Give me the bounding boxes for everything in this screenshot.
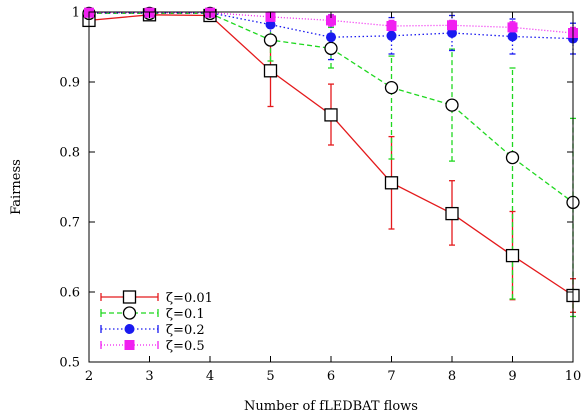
y-tick-label: 0.5 (59, 356, 80, 371)
data-point (445, 98, 459, 112)
x-tick-label: 8 (448, 369, 456, 384)
legend-label: ζ=0.2 (166, 323, 205, 338)
y-axis-label: Fairness (9, 159, 24, 215)
x-tick-label: 5 (266, 369, 274, 384)
x-tick-label: 7 (387, 369, 395, 384)
data-point (324, 41, 338, 56)
legend: ζ=0.01ζ=0.1ζ=0.2ζ=0.5 (100, 290, 213, 354)
data-point (265, 19, 276, 30)
y-tick-label: 0.7 (59, 216, 80, 231)
legend-marker (122, 306, 137, 320)
x-tick-label: 4 (206, 369, 214, 384)
legend-marker (122, 290, 137, 304)
y-tick-label: 1 (72, 6, 80, 21)
x-tick-label: 6 (327, 369, 335, 384)
y-tick-label: 0.9 (59, 76, 80, 91)
legend-marker (124, 324, 135, 334)
data-point (507, 22, 518, 33)
data-point (507, 31, 518, 42)
x-tick-label: 10 (565, 369, 582, 384)
data-point (447, 20, 457, 31)
legend-label: ζ=0.5 (166, 339, 205, 354)
data-point (263, 64, 278, 78)
legend-label: ζ=0.01 (166, 291, 213, 306)
data-point (386, 30, 397, 41)
x-tick-label: 9 (508, 369, 516, 384)
data-point (326, 32, 336, 43)
data-point (505, 150, 520, 165)
x-tick-label: 2 (85, 369, 93, 384)
y-tick-label: 0.6 (59, 286, 80, 301)
series-markers (82, 6, 580, 303)
data-point (324, 108, 338, 122)
legend-marker (124, 340, 135, 350)
data-point (326, 15, 336, 26)
data-point (447, 28, 457, 38)
data-point (386, 21, 397, 31)
x-tick-label: 3 (145, 369, 153, 384)
x-axis-label: Number of fLEDBAT flows (244, 399, 418, 414)
legend-label: ζ=0.1 (166, 307, 205, 322)
axis-ticks: 2 3 4 5 6 7 8 9 10 0.5 0.6 0.7 0.8 0.9 1 (59, 6, 581, 385)
y-tick-label: 0.8 (59, 146, 80, 161)
error-bars (86, 11, 576, 318)
data-point (505, 248, 520, 263)
data-point (384, 80, 399, 95)
data-point (384, 176, 399, 190)
data-point (445, 206, 459, 221)
data-point (263, 33, 278, 47)
